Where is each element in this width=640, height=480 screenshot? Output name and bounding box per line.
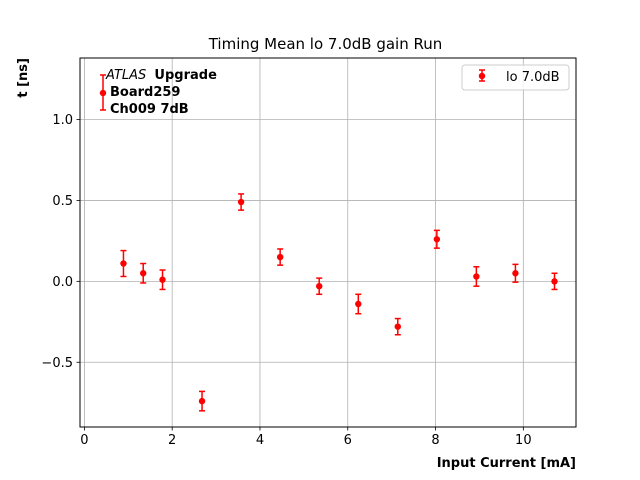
y-axis-label: t [ns]: [16, 58, 31, 98]
channel-label: Ch009 7dB: [110, 102, 189, 117]
data-marker: [276, 253, 284, 261]
axis-ticks: 0 2 4 6 8 10 −0.5 0.0 0.5 1.0: [41, 113, 531, 448]
data-point: [237, 193, 245, 211]
x-tick-label: 4: [256, 433, 264, 448]
legend-marker-symbol: [478, 69, 486, 82]
data-marker: [512, 270, 519, 277]
data-point: [316, 277, 323, 296]
data-point: [140, 262, 147, 284]
data-marker: [433, 236, 441, 243]
data-point: [512, 263, 519, 283]
legend-label: lo 7.0dB: [506, 70, 560, 85]
x-tick-label: 6: [344, 433, 352, 448]
data-marker: [478, 72, 486, 80]
data-point: [551, 272, 558, 291]
y-tick-label: 1.0: [52, 113, 73, 128]
y-tick-label: −0.5: [41, 356, 73, 371]
data-point: [355, 293, 362, 315]
data-marker: [159, 276, 166, 283]
plot-frame: [79, 57, 577, 428]
x-tick-label: 10: [515, 433, 532, 448]
x-tick-label: 0: [80, 433, 88, 448]
y-tick-label: 0.0: [52, 275, 73, 290]
data-marker: [551, 278, 558, 285]
data-marker: [120, 260, 127, 267]
chart-title: Timing Mean lo 7.0dB gain Run: [208, 35, 443, 53]
data-point: [120, 249, 127, 278]
board-label: Board259: [110, 85, 180, 100]
legend-box: [461, 64, 570, 91]
data-point: [433, 229, 441, 249]
data-marker: [355, 300, 362, 308]
atlas-label: ATLAS: [105, 68, 146, 83]
data-marker: [140, 270, 147, 277]
svg-text:ATLAS Upgrade: ATLAS Upgrade: [105, 68, 217, 83]
data-marker: [394, 323, 401, 330]
annotation-marker: [99, 74, 107, 111]
legend: lo 7.0dB: [461, 64, 570, 91]
legend-marker: [478, 69, 486, 82]
grid: [80, 58, 576, 427]
data-points: [120, 193, 558, 412]
data-point: [394, 317, 401, 336]
data-marker: [99, 89, 107, 97]
data-point: [473, 266, 480, 287]
x-tick-label: 2: [168, 433, 176, 448]
data-marker: [198, 397, 206, 405]
x-tick-label: 8: [431, 433, 439, 448]
y-tick-label: 0.5: [52, 194, 73, 209]
data-point: [159, 269, 166, 291]
data-marker: [473, 273, 480, 280]
data-point: [276, 248, 284, 266]
upgrade-label: Upgrade: [154, 68, 217, 83]
atlas-annotation: ATLAS Upgrade Board259 Ch009 7dB: [99, 68, 217, 117]
data-marker: [316, 282, 323, 290]
data-marker: [237, 198, 245, 206]
x-axis-label: Input Current [mA]: [437, 456, 576, 471]
data-point: [198, 390, 206, 412]
